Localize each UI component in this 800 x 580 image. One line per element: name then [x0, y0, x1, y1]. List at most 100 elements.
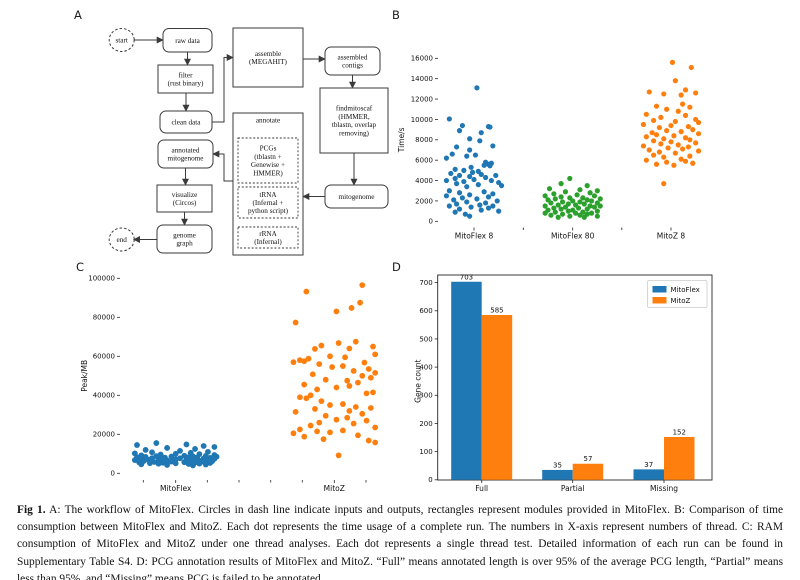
data-point: [472, 152, 479, 158]
data-point: [672, 150, 678, 156]
data-point: [690, 127, 696, 133]
data-point: [664, 128, 670, 134]
data-point: [155, 460, 162, 467]
data-point: [456, 206, 463, 212]
data-point: [685, 123, 692, 130]
data-point: [350, 420, 357, 427]
data-point: [290, 430, 297, 437]
data-point: [481, 189, 487, 195]
data-point: [671, 133, 677, 139]
data-point: [574, 192, 580, 198]
data-point: [301, 358, 308, 365]
data-point: [359, 282, 366, 289]
data-point: [468, 204, 474, 210]
data-point: [361, 359, 368, 366]
data-point: [494, 198, 500, 204]
data-point: [656, 149, 663, 155]
data-point: [693, 140, 699, 146]
data-point: [454, 181, 460, 187]
node-label: visualize: [172, 191, 198, 199]
data-point: [335, 452, 342, 459]
x-tick-label: MitoFlex 8: [455, 232, 494, 241]
data-point: [452, 175, 458, 182]
node-label: removing): [339, 129, 370, 137]
data-point: [559, 211, 566, 217]
data-point: [448, 170, 454, 177]
data-point: [318, 398, 325, 405]
data-point: [475, 182, 481, 188]
figure-caption: Fig 1. A: The workflow of MitoFlex. Circ…: [17, 502, 783, 580]
data-point: [562, 204, 569, 210]
legend-swatch-mitoz: [652, 297, 667, 304]
data-point: [367, 405, 374, 411]
y-tick-label: 4000: [415, 177, 433, 185]
data-point: [314, 386, 320, 393]
data-point: [643, 111, 649, 117]
data-point: [365, 366, 372, 372]
node-label: contigs: [342, 62, 363, 70]
node-genome-graph: [156, 224, 213, 254]
data-point: [493, 172, 499, 179]
data-point: [682, 135, 689, 141]
data-point: [372, 369, 379, 376]
data-point: [580, 195, 586, 201]
data-point: [333, 416, 340, 423]
data-point: [318, 342, 325, 349]
data-point: [661, 154, 667, 160]
data-point: [490, 143, 496, 149]
data-point: [346, 408, 353, 414]
data-point: [333, 308, 340, 315]
data-point: [352, 338, 359, 345]
y-axis-label: Gene count: [414, 359, 423, 402]
data-point: [651, 138, 657, 144]
data-point: [443, 155, 450, 161]
data-point: [344, 414, 351, 421]
y-tick-label: 8000: [415, 136, 433, 144]
data-point: [695, 119, 702, 126]
caption-figure-number: Fig 1.: [17, 504, 46, 516]
data-point: [446, 188, 452, 194]
data-point: [577, 187, 583, 193]
data-point: [643, 134, 649, 140]
node-label: (MEGAHIT): [249, 58, 288, 66]
data-point: [581, 201, 587, 207]
node-label: assembled: [338, 53, 368, 61]
data-point: [172, 450, 179, 457]
y-tick-label: 100: [419, 448, 432, 456]
data-point: [584, 183, 590, 189]
data-point: [584, 197, 590, 203]
data-point: [468, 164, 474, 170]
data-point: [558, 181, 564, 187]
node-label: annotate: [256, 117, 280, 125]
bar-mitoz-partial: [572, 463, 604, 480]
bar-mitoflex-partial: [542, 469, 573, 480]
y-tick-label: 700: [419, 279, 432, 287]
node-label: raw data: [175, 37, 200, 45]
data-point: [575, 205, 582, 211]
data-point: [168, 453, 175, 460]
node-start: [108, 28, 135, 52]
x-tick-label: Partial: [561, 484, 585, 493]
node-label: assemble: [255, 50, 281, 58]
data-point: [651, 117, 657, 124]
node-raw-data: [162, 28, 213, 53]
data-point: [314, 428, 320, 435]
data-point: [357, 299, 363, 306]
node-label: Genewise +: [251, 161, 285, 169]
data-point: [483, 200, 489, 206]
node-label: (Infernal): [254, 238, 282, 246]
data-point: [346, 383, 353, 389]
data-point: [653, 132, 660, 138]
data-point: [333, 384, 340, 391]
node-label: PCGs: [260, 145, 277, 153]
data-point: [464, 199, 470, 205]
panel-label-b: B: [392, 8, 400, 22]
data-point: [307, 422, 314, 429]
y-tick-label: 0: [429, 218, 433, 226]
data-point: [685, 144, 692, 150]
x-tick-label: MitoFlex: [160, 484, 192, 493]
node-label: graph: [176, 240, 193, 248]
data-point: [693, 90, 699, 96]
data-point: [548, 212, 554, 218]
data-point: [555, 202, 561, 208]
